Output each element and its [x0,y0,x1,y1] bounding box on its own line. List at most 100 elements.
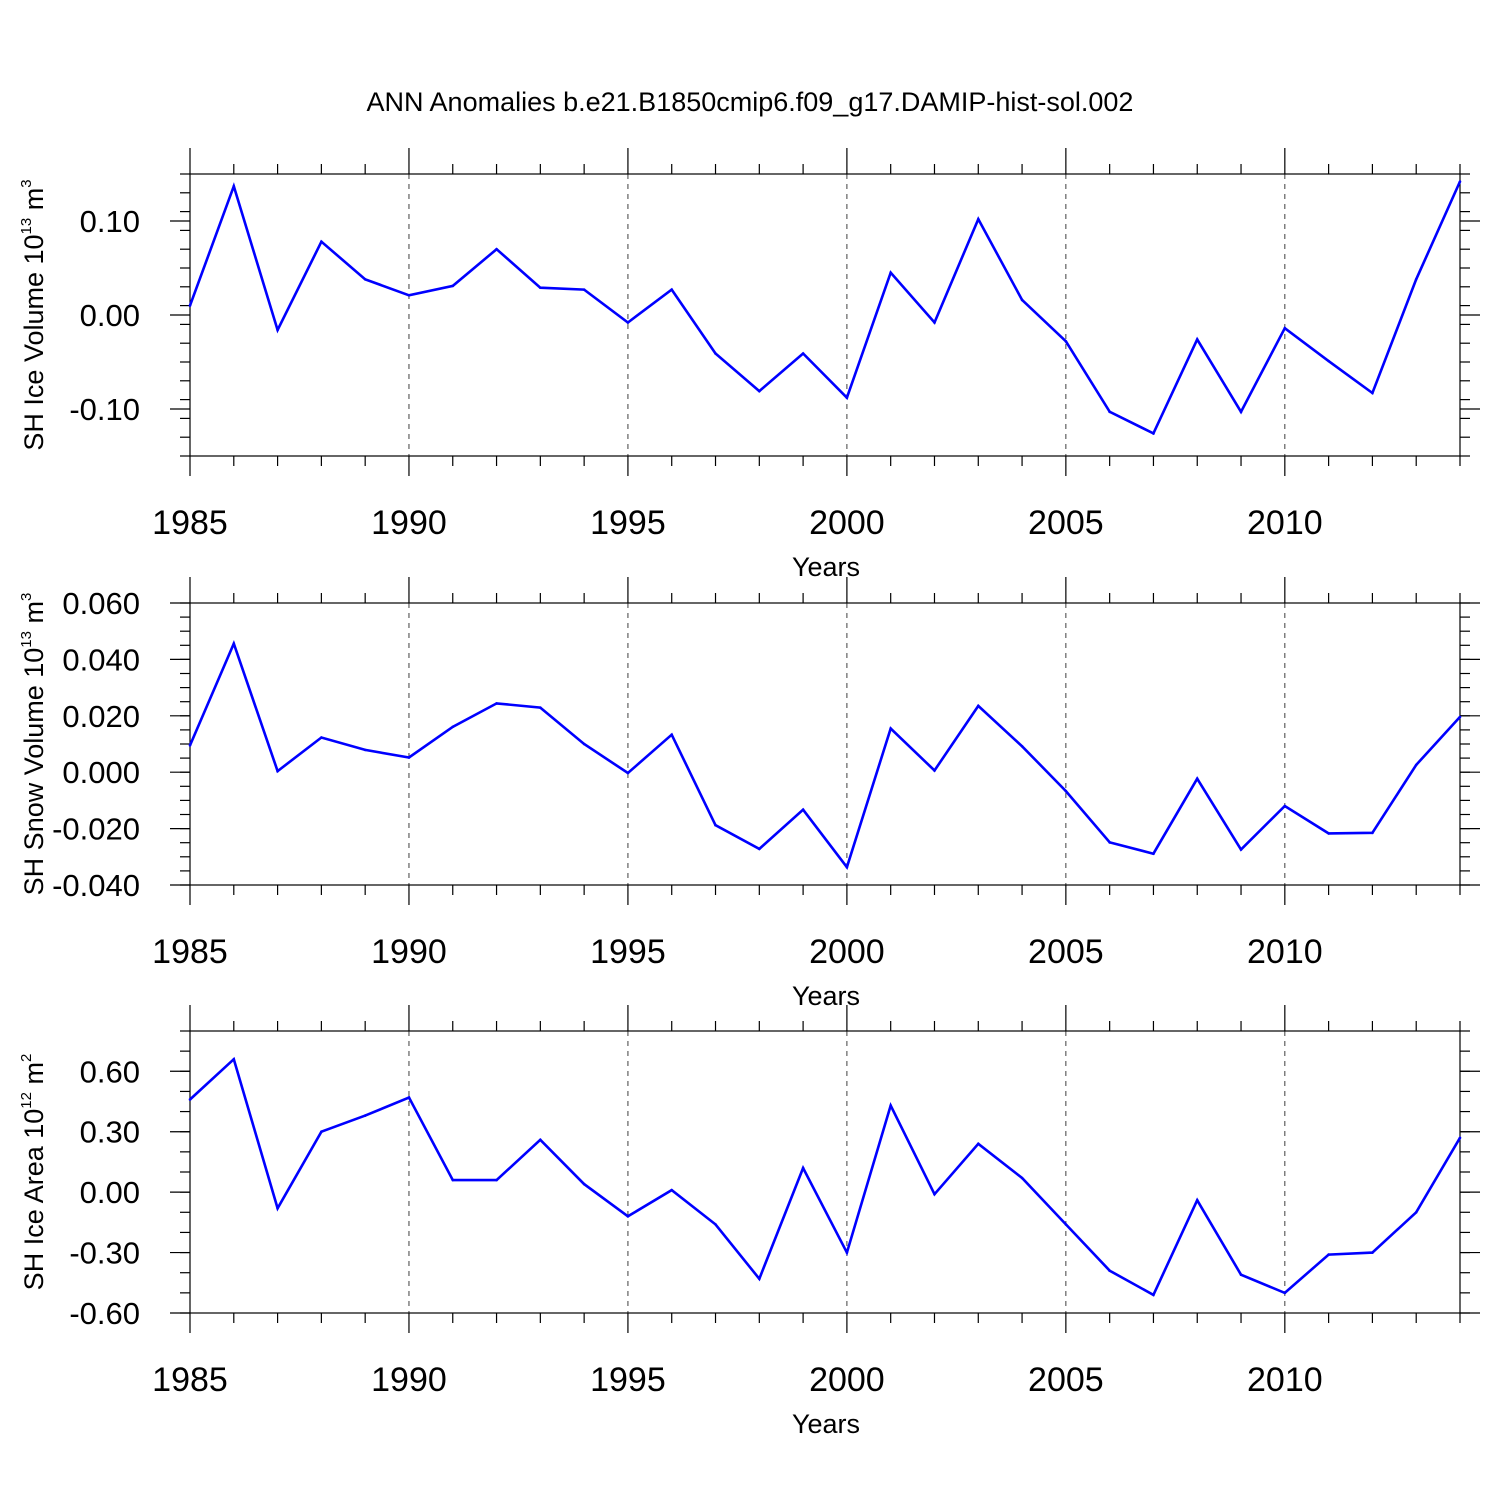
data-point [1414,277,1418,281]
data-point [232,642,236,645]
data-point [801,1166,805,1170]
x-tick-label: 2005 [1028,504,1104,542]
data-point [407,1096,411,1099]
data-point [1458,1136,1462,1140]
x-axis-label: Years [792,981,860,1011]
data-point [1108,841,1111,844]
x-tick-label: 1985 [152,1361,228,1399]
data-point [1414,1210,1418,1214]
data-point [933,1192,936,1196]
data-point [1195,338,1199,341]
data-point [363,277,367,281]
x-tick-label: 2000 [809,1361,885,1399]
x-axis-label: Years [792,552,860,582]
data-point [1327,1253,1330,1256]
data-point [1283,1291,1287,1295]
data-point [320,1130,323,1134]
data-point [320,240,323,243]
y-tick-label: -0.60 [69,1296,140,1331]
y-tick-label: -0.040 [52,868,140,903]
data-point [976,704,980,708]
data-point [582,288,586,291]
data-point [232,1057,236,1061]
y-axis-label: SH Ice Area 1012 m2 [18,1054,49,1291]
data-point [976,1142,980,1146]
data-point [276,1206,279,1210]
y-tick-label: 0.30 [80,1115,140,1150]
data-point [670,733,674,736]
data-point [714,352,717,355]
series-line-ice-area [189,1056,1462,1297]
data-point [1327,359,1330,363]
data-point [1239,848,1243,851]
data-point [1283,326,1287,330]
data-point [495,247,498,251]
x-tick-label: 2000 [809,504,885,542]
data-point [1108,1269,1111,1272]
x-tick-label: 1990 [371,1361,447,1399]
data-point [320,736,323,739]
data-point [1064,789,1068,793]
x-tick-label: 1995 [590,933,666,971]
data-point [1371,391,1374,395]
data-point [933,321,936,324]
y-axis-label-prefix: SH Snow Volume 10 [19,648,49,896]
data-point [1327,832,1330,835]
data-point [363,1114,367,1117]
data-point [539,706,542,709]
data-point [758,1277,761,1281]
y-tick-label: -0.30 [69,1236,140,1271]
data-point [1414,763,1418,767]
data-point [1239,1273,1243,1277]
data-point [539,286,542,290]
data-point [1152,432,1155,435]
y-axis-label-prefix: SH Ice Area 10 [19,1109,49,1291]
y-tick-label: 0.040 [62,642,140,677]
x-tick-label: 1990 [371,933,447,971]
y-tick-label: -0.10 [69,392,140,427]
data-point [407,756,411,759]
data-point [495,1178,498,1182]
y-axis-label-unit: m [19,1062,49,1092]
data-point [758,847,761,851]
data-point [845,865,849,869]
y-tick-label: 0.000 [62,755,140,790]
data-point [670,1188,674,1192]
data-point [714,823,717,827]
plot-frame [189,173,1461,457]
data-point [1458,180,1462,183]
data-point [1283,804,1287,808]
data-point [801,352,805,355]
x-tick-label: 2010 [1247,504,1323,542]
data-point [845,1251,849,1254]
y-axis-label-unit_exp: 3 [18,593,35,601]
y-tick-label: -0.020 [52,812,140,847]
x-tick-label: 2010 [1247,1361,1323,1399]
data-point [1195,1198,1199,1202]
y-axis-label-unit_exp: 2 [18,1054,35,1062]
y-tick-label: 0.020 [62,699,140,734]
data-point [1195,777,1199,780]
data-point [582,1182,586,1186]
x-tick-label: 1985 [152,504,228,542]
data-point [276,328,279,332]
data-point [933,769,936,772]
data-point [188,744,192,747]
y-tick-label: 0.00 [80,1175,140,1210]
plot-frame [189,602,1461,886]
data-point [451,284,455,288]
data-point [451,725,455,729]
data-point [188,1098,192,1101]
data-point [276,769,279,773]
data-point [801,808,805,812]
data-point [1108,410,1111,414]
data-point [1458,715,1462,719]
y-tick-label: 0.00 [80,298,140,333]
panel-ice-area: 1985 1990 1995 2000 2005 2010 -0.60 -0.30 0.00 0.… [18,1005,1480,1439]
x-tick-label: 2010 [1247,933,1323,971]
data-point [407,293,411,297]
data-point [626,321,630,324]
x-tick-label: 2005 [1028,933,1104,971]
data-point [889,727,892,730]
data-point [1020,298,1024,302]
